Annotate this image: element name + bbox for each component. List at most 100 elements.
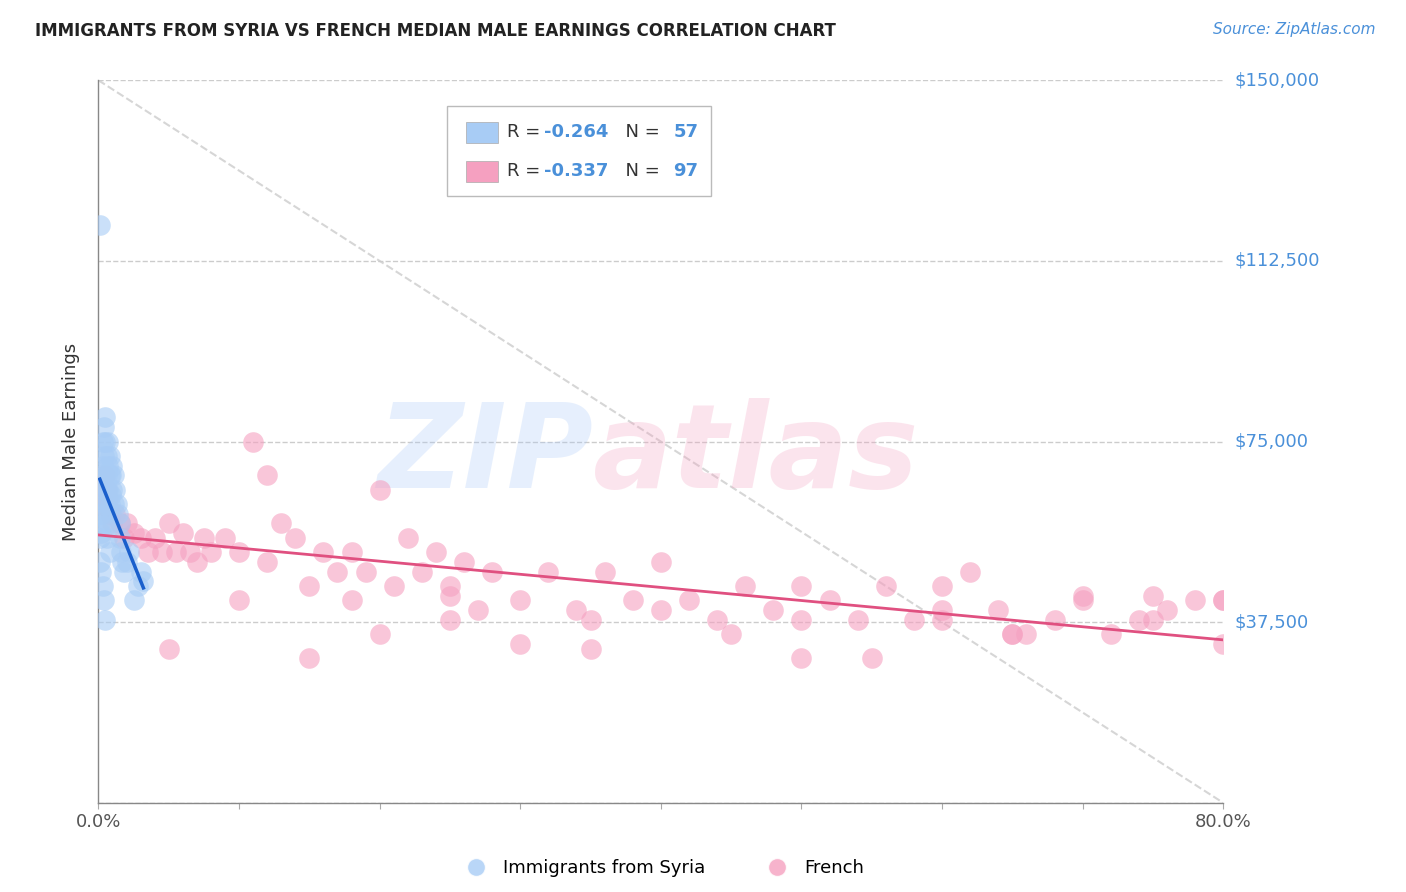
Point xyxy=(90,507,112,521)
Point xyxy=(256,468,278,483)
Point xyxy=(129,565,152,579)
Point xyxy=(91,579,114,593)
Point xyxy=(396,531,419,545)
Point xyxy=(1156,603,1178,617)
FancyBboxPatch shape xyxy=(447,105,711,196)
Point xyxy=(136,545,159,559)
Point xyxy=(93,483,115,497)
Point xyxy=(115,555,138,569)
Point xyxy=(101,483,124,497)
Point xyxy=(579,613,602,627)
Point xyxy=(108,531,131,545)
Point xyxy=(94,434,117,449)
Point xyxy=(875,579,897,593)
Y-axis label: Median Male Earnings: Median Male Earnings xyxy=(62,343,80,541)
Text: N =: N = xyxy=(613,162,665,180)
Text: atlas: atlas xyxy=(593,399,920,514)
Point xyxy=(228,545,250,559)
Point xyxy=(100,487,122,501)
Point xyxy=(91,497,114,511)
Point xyxy=(89,497,111,511)
Point xyxy=(129,531,152,545)
Point xyxy=(98,468,121,483)
Point xyxy=(706,613,728,627)
Point xyxy=(903,613,925,627)
Point xyxy=(537,565,560,579)
Point xyxy=(678,593,700,607)
Point xyxy=(115,516,138,531)
Point xyxy=(104,483,127,497)
Point xyxy=(172,526,194,541)
Point xyxy=(326,565,349,579)
Point xyxy=(94,468,117,483)
Point xyxy=(931,613,953,627)
Point xyxy=(94,516,117,531)
Point xyxy=(90,565,112,579)
Point xyxy=(509,593,531,607)
Point xyxy=(93,507,115,521)
Point xyxy=(382,579,405,593)
Point xyxy=(107,507,129,521)
Point xyxy=(214,531,236,545)
Point xyxy=(89,555,111,569)
Point xyxy=(93,420,115,434)
Point xyxy=(298,651,321,665)
Point xyxy=(100,468,122,483)
Point xyxy=(91,492,114,507)
Point xyxy=(157,641,180,656)
Point xyxy=(790,651,813,665)
Point xyxy=(101,516,124,531)
Point xyxy=(157,516,180,531)
Point xyxy=(112,565,135,579)
Point xyxy=(122,526,145,541)
Point xyxy=(1142,589,1164,603)
Point xyxy=(98,449,121,463)
Point xyxy=(1184,593,1206,607)
Point xyxy=(89,218,111,232)
Point xyxy=(98,497,121,511)
Point xyxy=(200,545,222,559)
Point xyxy=(91,458,114,473)
Point xyxy=(110,545,132,559)
Point xyxy=(104,507,127,521)
Point xyxy=(94,497,117,511)
Point xyxy=(621,593,644,607)
Point xyxy=(98,545,121,559)
Point xyxy=(89,531,111,545)
Point xyxy=(1015,627,1038,641)
Point xyxy=(103,468,125,483)
Point xyxy=(193,531,215,545)
Text: -0.264: -0.264 xyxy=(544,123,609,142)
Point xyxy=(179,545,201,559)
Text: N =: N = xyxy=(613,123,665,142)
Point xyxy=(186,555,208,569)
Point xyxy=(91,434,114,449)
Point xyxy=(228,593,250,607)
Point xyxy=(96,531,118,545)
Point xyxy=(959,565,981,579)
Point xyxy=(1212,637,1234,651)
Point xyxy=(98,507,121,521)
Point xyxy=(96,449,118,463)
Text: 57: 57 xyxy=(673,123,699,142)
Point xyxy=(1099,627,1122,641)
Point xyxy=(256,555,278,569)
Point xyxy=(931,579,953,593)
Point xyxy=(284,531,307,545)
Text: ZIP: ZIP xyxy=(377,399,593,514)
Text: $150,000: $150,000 xyxy=(1234,71,1319,89)
Point xyxy=(93,483,115,497)
FancyBboxPatch shape xyxy=(467,161,498,182)
Point xyxy=(762,603,785,617)
Point xyxy=(97,492,120,507)
Text: R =: R = xyxy=(506,123,546,142)
FancyBboxPatch shape xyxy=(467,122,498,143)
Point xyxy=(91,483,114,497)
Point xyxy=(354,565,377,579)
Point xyxy=(96,483,118,497)
Point xyxy=(94,468,117,483)
Point xyxy=(97,516,120,531)
Text: IMMIGRANTS FROM SYRIA VS FRENCH MEDIAN MALE EARNINGS CORRELATION CHART: IMMIGRANTS FROM SYRIA VS FRENCH MEDIAN M… xyxy=(35,22,837,40)
Point xyxy=(242,434,264,449)
Point xyxy=(453,555,475,569)
